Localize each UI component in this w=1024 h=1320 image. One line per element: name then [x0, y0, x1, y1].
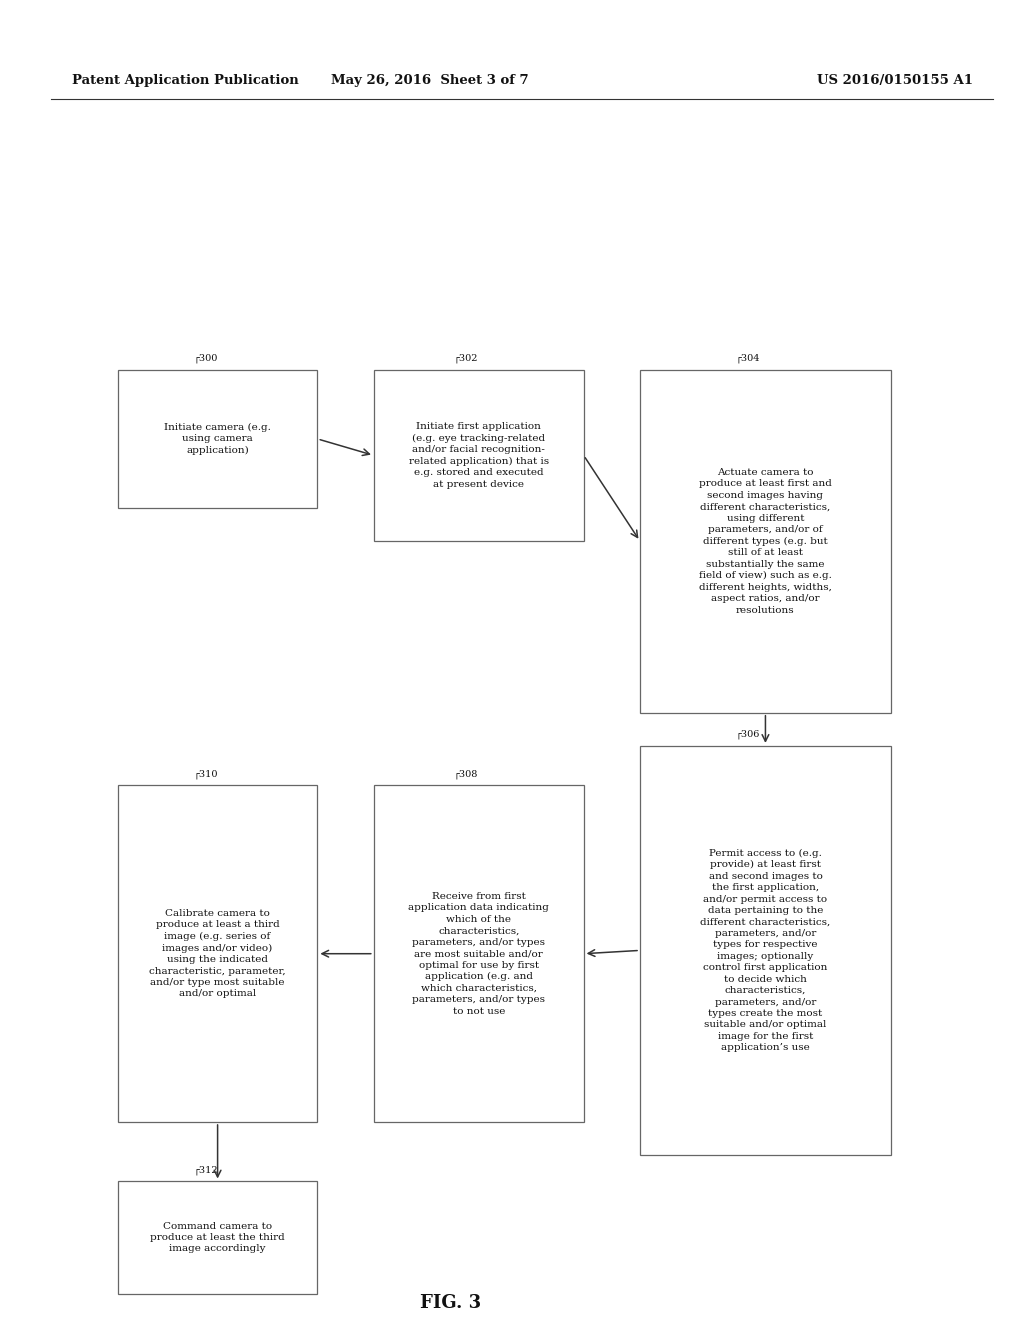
Bar — [640, 370, 891, 713]
Text: Patent Application Publication: Patent Application Publication — [72, 74, 298, 87]
Text: ┌302: ┌302 — [454, 354, 478, 363]
Bar — [374, 785, 584, 1122]
Text: ┌304: ┌304 — [735, 354, 760, 363]
Text: Initiate camera (e.g.
using camera
application): Initiate camera (e.g. using camera appli… — [164, 422, 271, 455]
Bar — [374, 370, 584, 541]
Bar — [118, 1181, 317, 1294]
Text: Permit access to (e.g.
provide) at least first
and second images to
the first ap: Permit access to (e.g. provide) at least… — [700, 849, 830, 1052]
Text: ┌300: ┌300 — [194, 354, 218, 363]
Bar — [640, 746, 891, 1155]
Text: US 2016/0150155 A1: US 2016/0150155 A1 — [817, 74, 973, 87]
Text: Receive from first
application data indicating
which of the
characteristics,
par: Receive from first application data indi… — [409, 892, 549, 1015]
Text: ┌312: ┌312 — [194, 1166, 218, 1175]
Text: Calibrate camera to
produce at least a third
image (e.g. series of
images and/or: Calibrate camera to produce at least a t… — [150, 909, 286, 998]
Text: Initiate first application
(e.g. eye tracking-related
and/or facial recognition-: Initiate first application (e.g. eye tra… — [409, 422, 549, 488]
Text: May 26, 2016  Sheet 3 of 7: May 26, 2016 Sheet 3 of 7 — [332, 74, 528, 87]
Bar — [118, 370, 317, 508]
Text: ┌308: ┌308 — [454, 770, 478, 779]
Text: FIG. 3: FIG. 3 — [420, 1294, 481, 1312]
Text: Command camera to
produce at least the third
image accordingly: Command camera to produce at least the t… — [151, 1221, 285, 1254]
Text: ┌310: ┌310 — [194, 770, 218, 779]
Text: Actuate camera to
produce at least first and
second images having
different char: Actuate camera to produce at least first… — [699, 467, 831, 615]
Text: ┌306: ┌306 — [735, 730, 760, 739]
Bar — [118, 785, 317, 1122]
